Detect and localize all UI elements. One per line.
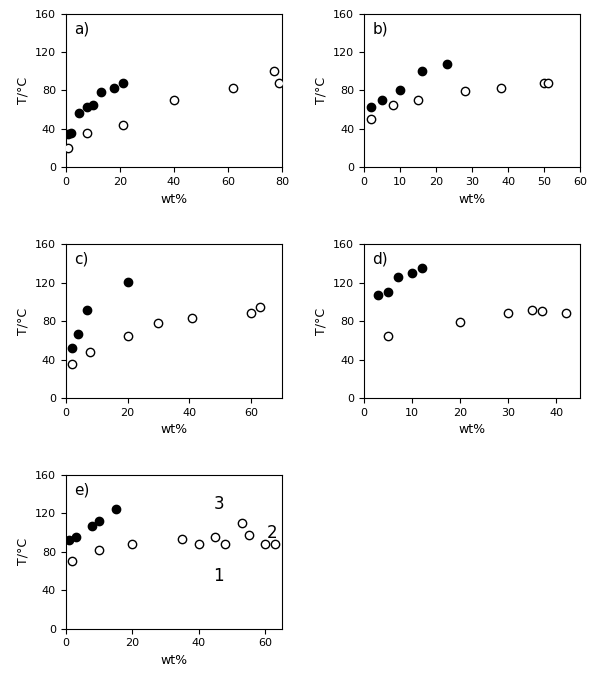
X-axis label: wt%: wt% <box>459 193 486 206</box>
Y-axis label: T/°C: T/°C <box>315 77 328 104</box>
X-axis label: wt%: wt% <box>160 423 187 436</box>
Text: d): d) <box>373 252 388 267</box>
Y-axis label: T/°C: T/°C <box>16 308 29 335</box>
X-axis label: wt%: wt% <box>160 193 187 206</box>
X-axis label: wt%: wt% <box>459 423 486 436</box>
X-axis label: wt%: wt% <box>160 654 187 667</box>
Text: 1: 1 <box>213 566 224 585</box>
Text: 2: 2 <box>267 523 277 541</box>
Text: 3: 3 <box>213 495 224 512</box>
Y-axis label: T/°C: T/°C <box>16 538 29 565</box>
Y-axis label: T/°C: T/°C <box>16 77 29 104</box>
Text: e): e) <box>74 483 90 498</box>
Text: a): a) <box>74 21 90 37</box>
Text: b): b) <box>373 21 388 37</box>
Y-axis label: T/°C: T/°C <box>315 308 328 335</box>
Text: c): c) <box>74 252 89 267</box>
